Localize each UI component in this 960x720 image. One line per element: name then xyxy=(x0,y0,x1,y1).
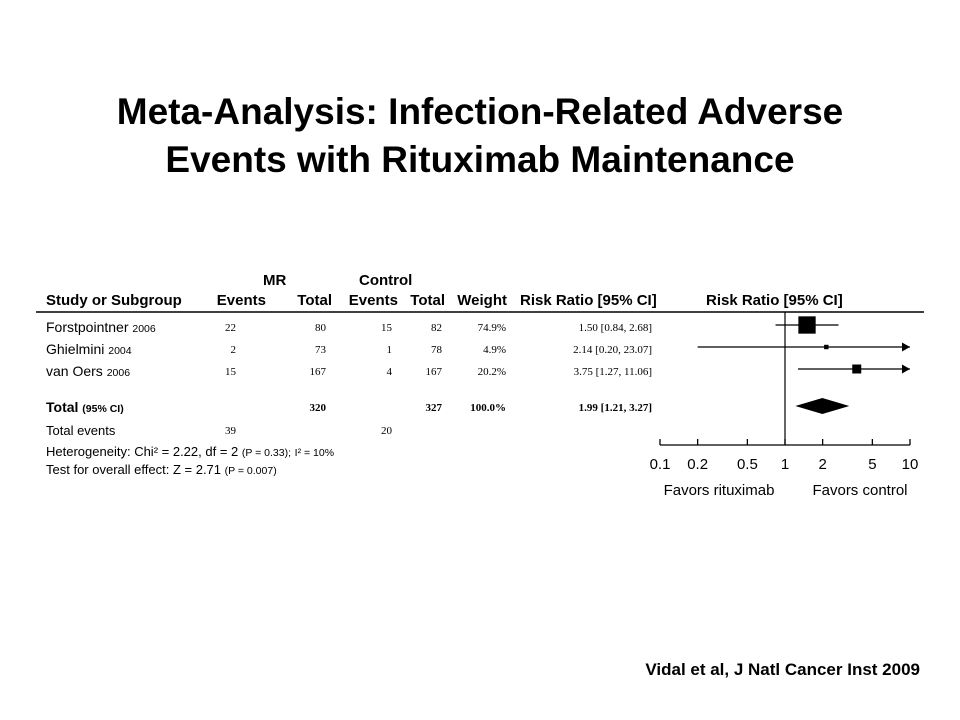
point-estimate xyxy=(798,316,816,334)
x-tick-label: 2 xyxy=(818,456,826,473)
cell-ctrl-total: 78 xyxy=(431,344,442,356)
row-study-year: 2006 xyxy=(106,367,131,379)
total-rr: 1.99 [1.21, 3.27] xyxy=(578,402,652,414)
col-header-weight: Weight xyxy=(457,292,507,309)
col-header-study: Study or Subgroup xyxy=(46,292,182,309)
group-header-mr: MR xyxy=(263,272,287,289)
total-weight: 100.0% xyxy=(470,402,506,414)
overall-effect-p: (P = 0.007) xyxy=(224,465,277,477)
cell-mr-total: 73 xyxy=(315,344,326,356)
cell-mr-total: 80 xyxy=(315,322,326,334)
cell-ctrl-total: 167 xyxy=(425,366,443,378)
x-tick-label: 1 xyxy=(781,456,789,473)
col-header-mr-events: Events xyxy=(216,292,266,309)
point-estimate xyxy=(852,364,862,374)
total-events-mr: 39 xyxy=(225,425,236,437)
overall-effect-text: Test for overall effect: Z = 2.71 (P = 0… xyxy=(46,462,277,477)
cell-weight: 74.9% xyxy=(477,322,506,334)
cell-mr-events: 15 xyxy=(225,366,236,378)
cell-ctrl-events: 1 xyxy=(386,344,393,356)
cell-mr-total: 167 xyxy=(309,366,327,378)
favors-right-label: Favors control xyxy=(812,482,907,499)
total-label: Total xyxy=(46,399,79,415)
cell-rr: 1.50 [0.84, 2.68] xyxy=(578,322,652,334)
col-header-rr: Risk Ratio [95% CI] xyxy=(520,292,657,309)
total-events-ctrl: 20 xyxy=(381,425,392,437)
total-events-label: Total events xyxy=(46,423,116,438)
title-line-1: Meta-Analysis: Infection-Related Adverse xyxy=(116,91,844,132)
ci-arrow xyxy=(902,342,910,352)
col-header-ctrl-total: Total xyxy=(410,292,445,309)
row-study: Ghielmini 2004 xyxy=(46,341,132,357)
cell-mr-events: 2 xyxy=(230,344,237,356)
heterogeneity-text: Heterogeneity: Chi² = 2.22, df = 2 (P = … xyxy=(46,444,334,459)
heterogeneity-i2: I² = 10% xyxy=(294,447,335,459)
total-ci-label: (95% CI) xyxy=(82,403,124,415)
total-mr-total: 320 xyxy=(309,402,327,414)
title-line-2: Events with Rituximab Maintenance xyxy=(165,139,795,180)
row-study-year: 2006 xyxy=(132,323,156,335)
heterogeneity-label: Heterogeneity: xyxy=(46,444,131,459)
heterogeneity-chi: Chi² = 2.22, df = 2 xyxy=(134,444,239,459)
row-study: van Oers 2006 xyxy=(46,363,130,379)
x-tick-label: 0.5 xyxy=(737,456,758,473)
cell-ctrl-events: 15 xyxy=(381,322,392,334)
row-study-name: Ghielmini xyxy=(46,341,105,357)
row-study: Forstpointner 2006 xyxy=(46,319,156,335)
row-study-name: Forstpointner xyxy=(46,319,129,335)
row-study-year: 2004 xyxy=(108,345,132,357)
cell-ctrl-events: 4 xyxy=(386,366,393,378)
x-tick-label: 0.1 xyxy=(650,456,671,473)
x-tick-label: 5 xyxy=(868,456,876,473)
cell-mr-events: 22 xyxy=(225,322,236,334)
col-header-mr-total: Total xyxy=(297,292,332,309)
cell-rr: 3.75 [1.27, 11.06] xyxy=(573,366,652,378)
x-tick-label: 10 xyxy=(902,456,919,473)
ci-arrow xyxy=(902,364,910,374)
group-header-control: Control xyxy=(359,272,413,289)
overall-effect-label: Test for overall effect: xyxy=(46,462,170,477)
point-estimate xyxy=(824,344,829,350)
slide-title: Meta-Analysis: Infection-Related Adverse… xyxy=(0,88,960,184)
total-row-label: Total (95% CI) xyxy=(46,399,124,415)
heterogeneity-p: (P = 0.33); xyxy=(241,447,292,459)
cell-weight: 20.2% xyxy=(477,366,506,378)
cell-weight: 4.9% xyxy=(483,344,506,356)
cell-rr: 2.14 [0.20, 23.07] xyxy=(573,344,652,356)
total-ctrl-total: 327 xyxy=(425,402,443,414)
col-header-ctrl-events: Events xyxy=(348,292,398,309)
row-study-name: van Oers xyxy=(46,363,103,379)
col-header-plot: Risk Ratio [95% CI] xyxy=(706,292,843,309)
cell-ctrl-total: 82 xyxy=(431,322,442,334)
x-tick-label: 0.2 xyxy=(687,456,708,473)
favors-left-label: Favors rituximab xyxy=(664,482,775,499)
overall-effect-z: Z = 2.71 xyxy=(172,462,222,477)
citation: Vidal et al, J Natl Cancer Inst 2009 xyxy=(645,660,920,679)
pooled-diamond xyxy=(795,398,850,414)
